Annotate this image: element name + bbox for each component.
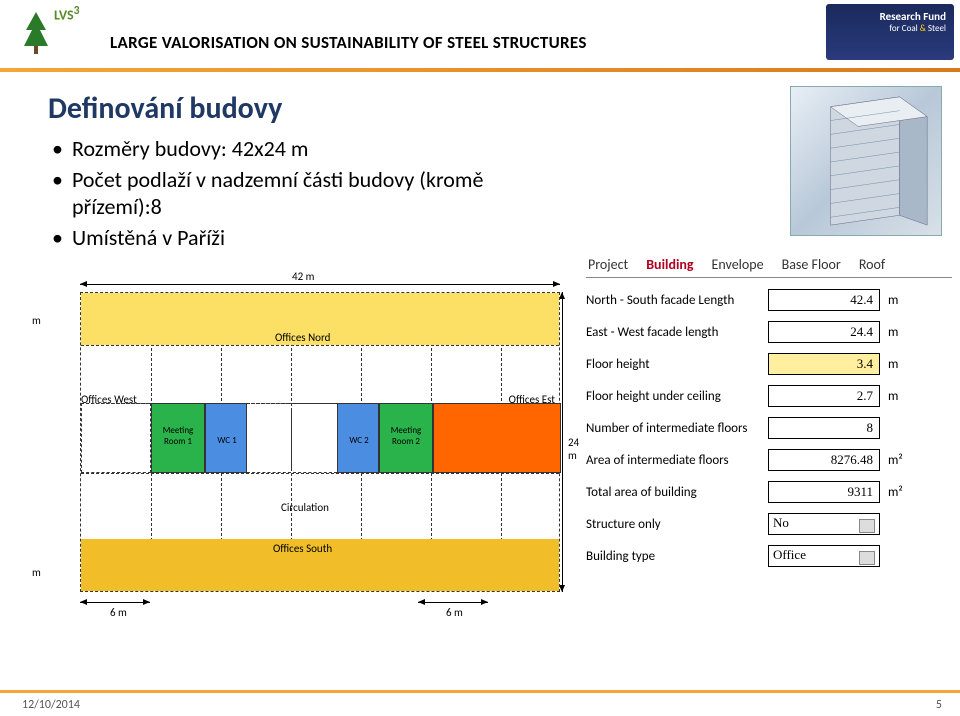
slide-footer: 12/10/2014 5 (0, 686, 960, 716)
dim-arrow-6r (418, 602, 488, 603)
footer-date: 12/10/2014 (22, 698, 80, 712)
label-meeting-1: Meeting Room 1 (153, 425, 203, 447)
prop-unit: m (880, 293, 910, 308)
bullet-item: Umístěná v Paříži (52, 224, 568, 251)
bullet-item: Počet podlaží v nadzemní části budovy (k… (52, 166, 568, 220)
bullet-list: Rozměry budovy: 42x24 m Počet podlaží v … (52, 135, 568, 251)
logo-text: LVS3 (54, 4, 80, 24)
left-m-label-2: m (32, 566, 41, 579)
prop-unit: m (880, 325, 910, 340)
content-block: Definování budovy Rozměry budovy: 42x24 … (48, 90, 568, 255)
logo-lvs3: LVS3 (10, 2, 90, 62)
floorplan-diagram: 42 m m m 24 m Offices Nord Offices West … (32, 270, 570, 630)
zone-blank-left (81, 403, 151, 473)
prop-label: Structure only (586, 517, 768, 532)
prop-label: Number of intermediate floors (586, 421, 768, 436)
prop-unit: m (880, 389, 910, 404)
prop-input-floor-height-ceiling[interactable]: 2.7 (768, 385, 880, 407)
tab-building[interactable]: Building (644, 256, 695, 275)
tree-icon (22, 10, 50, 56)
bullet-item: Rozměry budovy: 42x24 m (52, 135, 568, 162)
prop-input-ns-length[interactable]: 42.4 (768, 289, 880, 311)
left-m-label: m (32, 314, 41, 327)
section-heading: Definování budovy (48, 90, 568, 127)
prop-input-total-area[interactable]: 9311 (768, 481, 880, 503)
dim-42m: 42 m (292, 270, 314, 283)
page-title: LARGE VALORISATION ON SUSTAINABILITY OF … (110, 32, 587, 53)
prop-label: East - West facade length (586, 325, 768, 340)
tab-envelope[interactable]: Envelope (710, 256, 766, 275)
grid-line (81, 345, 559, 346)
dim-24m: 24 m (568, 436, 579, 462)
prop-input-floor-height[interactable]: 3.4 (768, 353, 880, 375)
prop-input-num-floors[interactable]: 8 (768, 417, 880, 439)
tab-roof[interactable]: Roof (857, 256, 887, 275)
label-circulation: Circulation (281, 501, 329, 514)
label-meeting-2: Meeting Room 2 (381, 425, 431, 447)
prop-input-ew-length[interactable]: 24.4 (768, 321, 880, 343)
header-divider (0, 68, 960, 72)
zone-gap (247, 403, 337, 473)
dim-arrow-24 (562, 292, 563, 592)
label-offices-south: Offices South (273, 542, 332, 555)
label-offices-nord: Offices Nord (275, 331, 330, 344)
prop-label: North - South facade Length (586, 293, 768, 308)
dim-arrow-6l (80, 602, 150, 603)
label-wc-1: WC 1 (209, 435, 245, 446)
research-fund-logo: Research Fund for Coal & Steel (826, 4, 954, 60)
properties-panel: Project Building Envelope Base Floor Roo… (586, 256, 952, 572)
prop-unit: m (880, 357, 910, 372)
plan-container: Offices Nord Offices West Offices Est Me… (80, 292, 560, 592)
mid-band: Meeting Room 1 WC 1 WC 2 Meeting Room 2 (81, 403, 559, 473)
slide-header: LVS3 LARGE VALORISATION ON SUSTAINABILIT… (0, 0, 960, 72)
building-3d-image (790, 86, 942, 236)
property-list: North - South facade Length42.4m East - … (586, 284, 952, 572)
prop-label: Area of intermediate floors (586, 453, 768, 468)
dim-6m-left: 6 m (110, 606, 127, 619)
prop-select-building-type[interactable]: Office (768, 545, 880, 567)
prop-input-area-floors[interactable]: 8276.48 (768, 449, 880, 471)
prop-unit: m² (880, 453, 910, 468)
prop-label: Floor height under ceiling (586, 389, 768, 404)
footer-divider (0, 690, 960, 693)
footer-page-number: 5 (936, 698, 942, 712)
dim-arrow-top (80, 284, 560, 285)
zone-orange (433, 403, 561, 473)
tab-base-floor[interactable]: Base Floor (780, 256, 843, 275)
tab-bar: Project Building Envelope Base Floor Roo… (586, 256, 952, 278)
label-wc-2: WC 2 (341, 435, 377, 446)
prop-label: Total area of building (586, 485, 768, 500)
prop-label: Building type (586, 549, 768, 564)
prop-label: Floor height (586, 357, 768, 372)
dim-6m-right: 6 m (446, 606, 463, 619)
tab-project[interactable]: Project (586, 256, 630, 275)
grid-line (81, 473, 559, 474)
prop-unit: m² (880, 485, 910, 500)
prop-select-structure-only[interactable]: No (768, 513, 880, 535)
